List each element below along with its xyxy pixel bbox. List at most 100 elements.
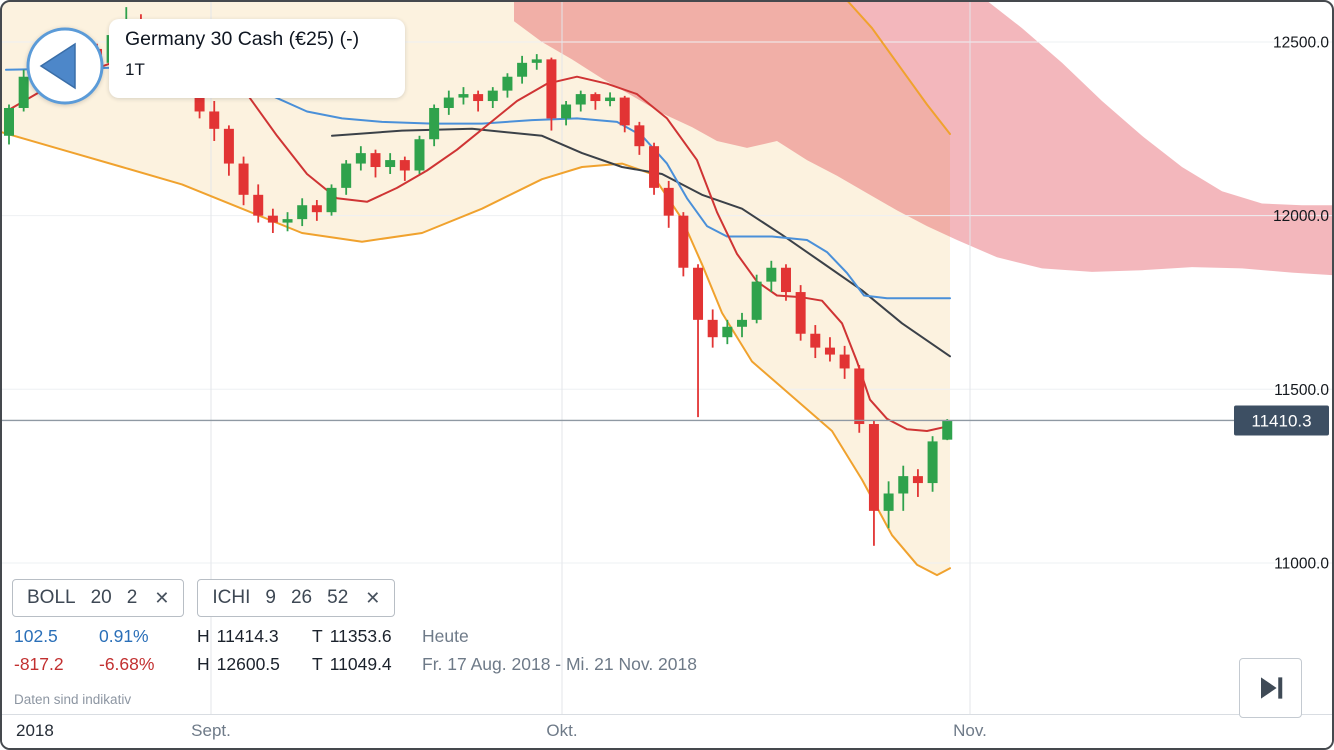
today-change-percent: 0.91%	[99, 626, 149, 646]
low-value: 11049.4	[329, 654, 392, 674]
candle-body	[649, 146, 660, 188]
y-axis-label: 12000.0	[1273, 208, 1329, 225]
candle-body	[575, 94, 586, 105]
x-axis-label-nov: Nov.	[953, 721, 987, 740]
candle-body	[223, 128, 234, 164]
indicator-pill-name: ICHI	[212, 587, 251, 608]
time-axis: 2018 Sept. Okt. Nov.	[2, 714, 1332, 748]
candle-body	[590, 94, 601, 102]
candle-body	[253, 194, 264, 216]
bollinger-fill	[2, 2, 950, 576]
indicator-pills: BOLL 20 2 ✕ ICHI 9 26 52 ✕	[12, 579, 396, 617]
candle-body	[854, 368, 865, 425]
close-icon[interactable]: ✕	[154, 587, 170, 608]
x-axis-label-sept: Sept.	[191, 721, 231, 740]
y-axis-label: 12500.0	[1273, 35, 1329, 52]
indicator-pill-param: 2	[126, 587, 138, 608]
candle-body	[634, 125, 645, 147]
candle-body	[458, 94, 469, 98]
candle-body	[531, 59, 542, 63]
candle-body	[546, 59, 557, 119]
candle-body	[355, 153, 366, 164]
candle-body	[311, 205, 322, 213]
candle-body	[605, 97, 616, 102]
candle-body	[399, 160, 410, 171]
x-axis-label-okt: Okt.	[546, 721, 578, 740]
candle-body	[707, 319, 718, 338]
candle-body	[561, 104, 572, 119]
indicator-pill-param: 20	[90, 587, 112, 608]
stats-row-today: 102.5 0.91% H 11414.3 T 11353.6 Heute	[14, 626, 697, 654]
today-change: 102.5	[14, 626, 58, 646]
close-icon[interactable]: ✕	[365, 587, 381, 608]
candle-body	[810, 333, 821, 348]
candle-body	[663, 187, 674, 216]
indicator-pill-param: 9	[265, 587, 276, 608]
candle-body	[766, 267, 777, 282]
candle-body	[912, 476, 923, 484]
y-axis-label: 11500.0	[1274, 382, 1329, 399]
candle-body	[751, 281, 762, 320]
high-value: 12600.5	[216, 654, 280, 674]
candle-body	[868, 424, 879, 511]
indicator-pill-boll[interactable]: BOLL 20 2 ✕	[12, 579, 185, 617]
candle-body	[883, 493, 894, 511]
stats-panel: 102.5 0.91% H 11414.3 T 11353.6 Heute -817…	[14, 626, 697, 682]
candle-body	[414, 139, 425, 171]
candle-body	[209, 111, 220, 129]
candle-body	[473, 94, 484, 102]
candle-body	[370, 153, 381, 168]
candle-body	[487, 90, 498, 102]
skip-to-end-button[interactable]	[1239, 658, 1302, 718]
current-price-badge-label: 11410.3	[1251, 411, 1311, 430]
back-button[interactable]	[25, 26, 105, 106]
candle-body	[737, 319, 747, 327]
candle-body	[429, 107, 440, 140]
candle-body	[326, 187, 337, 213]
candle-body	[678, 215, 689, 268]
candle-body	[267, 215, 278, 223]
high-label: H	[197, 626, 210, 646]
instrument-title: Germany 30 Cash (€25) (-)	[125, 28, 360, 50]
candle-body	[795, 292, 806, 334]
candle-body	[839, 354, 850, 369]
indicator-pill-name: BOLL	[27, 587, 76, 608]
candle-body	[18, 76, 29, 108]
candle-body	[693, 267, 704, 320]
candle-body	[385, 160, 396, 168]
period-low: T 11049.4	[312, 654, 422, 675]
candle-body	[443, 97, 454, 108]
candle-body	[722, 326, 733, 338]
disclaimer-text: Daten sind indikativ	[14, 692, 132, 707]
stats-row-period: -817.2 -6.68% H 12600.5 T 11049.4 Fr. 17 A…	[14, 654, 697, 682]
indicator-pill-param: 26	[290, 587, 313, 608]
period-change: -817.2	[14, 654, 64, 674]
back-arrow-icon	[26, 27, 104, 105]
x-axis-label-2018: 2018	[16, 721, 54, 740]
today-low: T 11353.6	[312, 626, 422, 647]
period-change-percent: -6.68%	[99, 654, 155, 674]
candle-body	[927, 441, 938, 484]
candle-body	[619, 97, 630, 126]
candle-body	[282, 219, 293, 223]
candle-body	[4, 107, 14, 136]
candle-body	[898, 476, 909, 494]
today-high: H 11414.3	[197, 626, 312, 647]
y-axis-label: 11000.0	[1274, 555, 1329, 572]
indicator-pill-ichi[interactable]: ICHI 9 26 52 ✕	[197, 579, 396, 617]
skip-to-end-icon	[1260, 677, 1282, 699]
high-label: H	[197, 654, 210, 674]
candle-body	[502, 76, 513, 91]
current-price-badge	[1234, 405, 1329, 436]
candle-body	[824, 347, 835, 355]
period-high: H 12600.5	[197, 654, 312, 675]
low-value: 11353.6	[329, 626, 392, 646]
candle-body	[297, 205, 308, 220]
period-range-label: Fr. 17 Aug. 2018 - Mi. 21 Nov. 2018	[422, 654, 697, 674]
timeframe-label[interactable]: 1T	[125, 60, 145, 79]
candle-body	[238, 163, 249, 195]
ichimoku-cloud	[514, 2, 1332, 276]
high-value: 11414.3	[216, 626, 279, 646]
bollinger-upper-line	[847, 2, 951, 135]
